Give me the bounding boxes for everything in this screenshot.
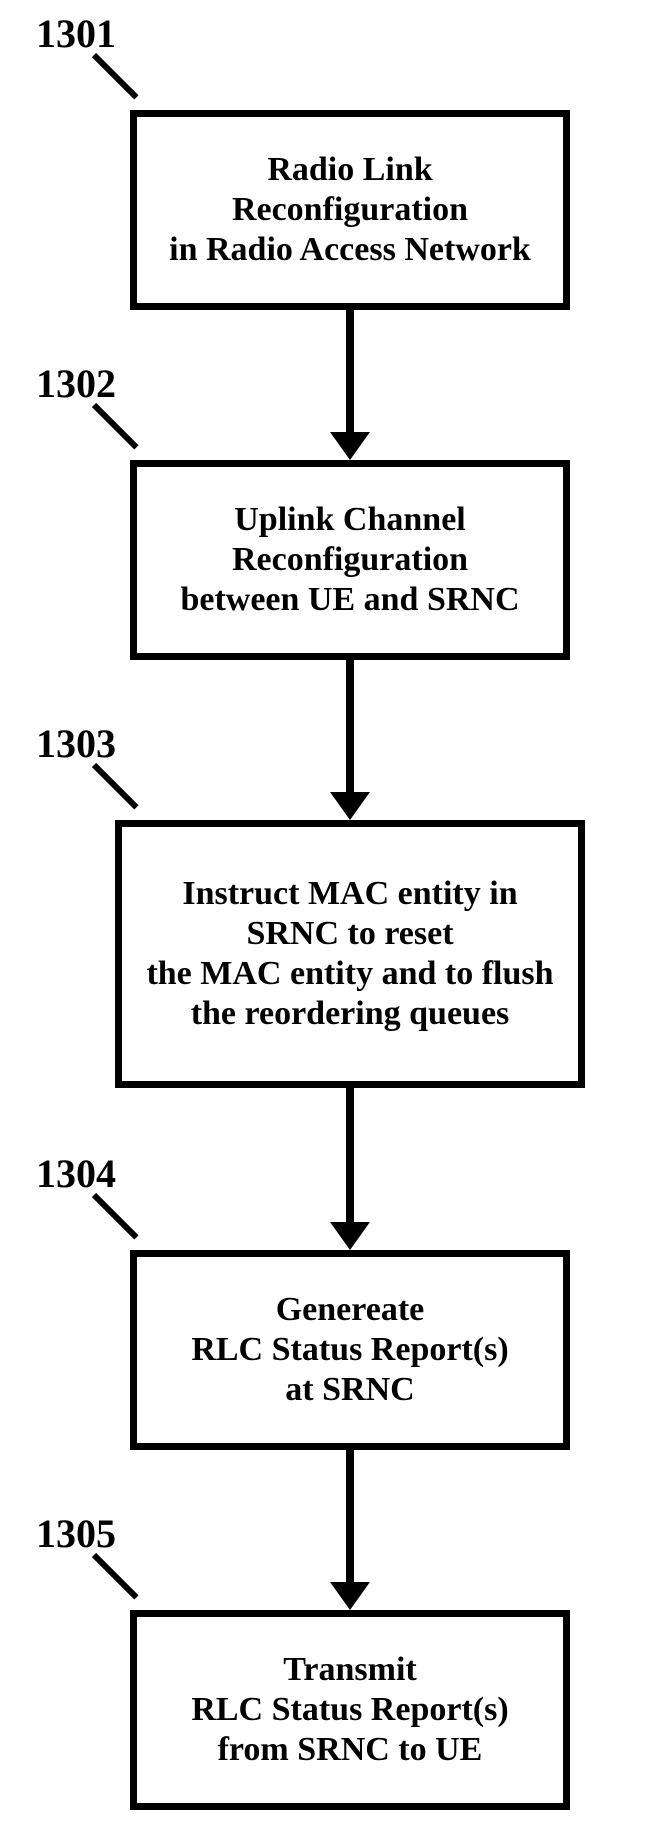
step-label-1302: 1302 — [36, 360, 116, 407]
flow-node-text-1304: Genereate RLC Status Report(s) at SRNC — [191, 1290, 508, 1410]
arrow-shaft-1302-1303 — [346, 660, 354, 792]
callout-line-1304 — [92, 1193, 139, 1240]
flow-node-1302: Uplink Channel Reconfiguration between U… — [130, 460, 570, 660]
arrow-head-1304-1305 — [330, 1582, 370, 1610]
flow-node-1301: Radio Link Reconfiguration in Radio Acce… — [130, 110, 570, 310]
step-label-1305: 1305 — [36, 1510, 116, 1557]
arrow-shaft-1304-1305 — [346, 1450, 354, 1582]
callout-line-1303 — [92, 763, 139, 810]
flow-node-1305: Transmit RLC Status Report(s) from SRNC … — [130, 1610, 570, 1810]
arrow-shaft-1303-1304 — [346, 1088, 354, 1222]
step-label-1301: 1301 — [36, 10, 116, 57]
flowchart-container: 1301 Radio Link Reconfiguration in Radio … — [0, 0, 658, 1842]
flow-node-1303: Instruct MAC entity in SRNC to reset the… — [115, 820, 585, 1088]
arrow-head-1301-1302 — [330, 432, 370, 460]
callout-line-1302 — [92, 403, 139, 450]
arrow-shaft-1301-1302 — [346, 310, 354, 432]
flow-node-1304: Genereate RLC Status Report(s) at SRNC — [130, 1250, 570, 1450]
flow-node-text-1305: Transmit RLC Status Report(s) from SRNC … — [191, 1650, 508, 1770]
arrow-head-1302-1303 — [330, 792, 370, 820]
arrow-head-1303-1304 — [330, 1222, 370, 1250]
flow-node-text-1302: Uplink Channel Reconfiguration between U… — [180, 500, 519, 620]
callout-line-1305 — [92, 1553, 139, 1600]
flow-node-text-1303: Instruct MAC entity in SRNC to reset the… — [146, 874, 553, 1034]
step-label-1304: 1304 — [36, 1150, 116, 1197]
step-label-1303: 1303 — [36, 720, 116, 767]
flow-node-text-1301: Radio Link Reconfiguration in Radio Acce… — [169, 150, 531, 270]
callout-line-1301 — [92, 53, 139, 100]
